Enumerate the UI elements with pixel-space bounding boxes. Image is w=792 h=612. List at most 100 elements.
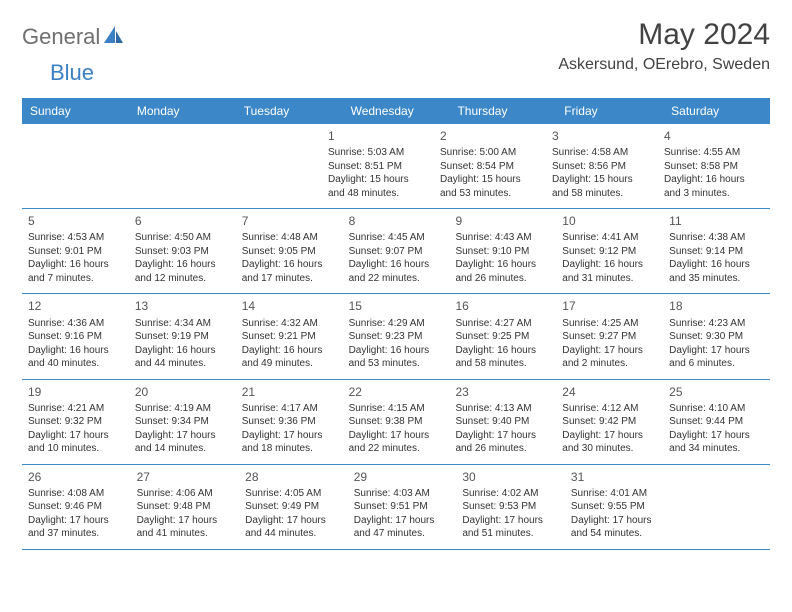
day-detail-line: Daylight: 17 hours [571,514,668,528]
day-number: 6 [135,213,230,229]
day-cell: 28Sunrise: 4:05 AMSunset: 9:49 PMDayligh… [239,465,348,549]
day-cell: 5Sunrise: 4:53 AMSunset: 9:01 PMDaylight… [22,209,129,293]
day-detail-line: and 44 minutes. [245,527,342,541]
week-row: 5Sunrise: 4:53 AMSunset: 9:01 PMDaylight… [22,209,770,294]
day-detail-line: Daylight: 15 hours [552,173,652,187]
day-cell: 12Sunrise: 4:36 AMSunset: 9:16 PMDayligh… [22,294,129,378]
day-detail-line: Sunset: 9:55 PM [571,500,668,514]
location-text: Askersund, OErebro, Sweden [558,56,770,74]
day-detail-line: Daylight: 16 hours [242,344,337,358]
day-detail-line: and 54 minutes. [571,527,668,541]
day-number: 10 [562,213,657,229]
day-detail-line: Daylight: 16 hours [455,258,550,272]
day-number: 5 [28,213,123,229]
day-detail-line: Sunset: 8:56 PM [552,160,652,174]
day-detail-line: Sunset: 9:46 PM [28,500,125,514]
day-detail-line: Sunset: 9:10 PM [455,245,550,259]
day-number: 25 [669,384,764,400]
day-detail-line: Daylight: 16 hours [28,258,123,272]
day-detail-line: and 47 minutes. [354,527,451,541]
day-detail-line: and 40 minutes. [28,357,123,371]
day-number: 26 [28,469,125,485]
day-detail-line: and 18 minutes. [242,442,337,456]
day-cell: 2Sunrise: 5:00 AMSunset: 8:54 PMDaylight… [434,124,546,208]
day-number: 8 [349,213,444,229]
day-number: 4 [664,128,764,144]
day-detail-line: Sunrise: 4:34 AM [135,317,230,331]
day-detail-line: and 22 minutes. [349,442,444,456]
day-detail-line: Daylight: 15 hours [328,173,428,187]
day-cell: 30Sunrise: 4:02 AMSunset: 9:53 PMDayligh… [456,465,565,549]
day-cell: 4Sunrise: 4:55 AMSunset: 8:58 PMDaylight… [658,124,770,208]
empty-cell [122,124,222,208]
day-detail-line: Sunset: 9:27 PM [562,330,657,344]
day-number: 22 [349,384,444,400]
day-detail-line: Sunrise: 4:38 AM [669,231,764,245]
day-cell: 15Sunrise: 4:29 AMSunset: 9:23 PMDayligh… [343,294,450,378]
empty-cell [222,124,322,208]
day-detail-line: and 12 minutes. [135,272,230,286]
day-number: 16 [455,298,550,314]
day-number: 23 [455,384,550,400]
day-cell: 21Sunrise: 4:17 AMSunset: 9:36 PMDayligh… [236,380,343,464]
day-detail-line: Daylight: 17 hours [135,429,230,443]
day-detail-line: Sunrise: 4:25 AM [562,317,657,331]
day-number: 2 [440,128,540,144]
day-detail-line: and 48 minutes. [328,187,428,201]
day-detail-line: Daylight: 16 hours [349,258,444,272]
day-detail-line: Daylight: 16 hours [349,344,444,358]
day-detail-line: Daylight: 17 hours [28,429,123,443]
day-detail-line: Daylight: 17 hours [349,429,444,443]
day-detail-line: and 30 minutes. [562,442,657,456]
day-cell: 23Sunrise: 4:13 AMSunset: 9:40 PMDayligh… [449,380,556,464]
day-detail-line: and 26 minutes. [455,272,550,286]
day-detail-line: Daylight: 17 hours [455,429,550,443]
day-number: 31 [571,469,668,485]
day-detail-line: Sunset: 9:12 PM [562,245,657,259]
day-detail-line: Sunset: 9:21 PM [242,330,337,344]
day-header: Monday [129,98,236,124]
day-detail-line: Sunrise: 4:48 AM [242,231,337,245]
day-number: 17 [562,298,657,314]
day-detail-line: and 58 minutes. [455,357,550,371]
day-detail-line: Sunrise: 4:08 AM [28,487,125,501]
day-detail-line: Daylight: 17 hours [669,429,764,443]
day-detail-line: Sunrise: 4:21 AM [28,402,123,416]
day-detail-line: Daylight: 16 hours [664,173,764,187]
day-detail-line: Sunset: 9:34 PM [135,415,230,429]
day-cell: 14Sunrise: 4:32 AMSunset: 9:21 PMDayligh… [236,294,343,378]
day-number: 27 [137,469,234,485]
day-detail-line: Sunset: 9:53 PM [462,500,559,514]
day-detail-line: Daylight: 16 hours [135,344,230,358]
day-number: 28 [245,469,342,485]
day-detail-line: Daylight: 16 hours [28,344,123,358]
day-detail-line: Sunset: 9:32 PM [28,415,123,429]
day-detail-line: Sunset: 9:03 PM [135,245,230,259]
day-detail-line: Sunset: 9:01 PM [28,245,123,259]
logo: General [22,18,126,50]
day-detail-line: Daylight: 16 hours [669,258,764,272]
week-row: 12Sunrise: 4:36 AMSunset: 9:16 PMDayligh… [22,294,770,379]
day-cell: 25Sunrise: 4:10 AMSunset: 9:44 PMDayligh… [663,380,770,464]
month-title: May 2024 [558,18,770,52]
day-detail-line: Sunset: 9:19 PM [135,330,230,344]
day-detail-line: Sunrise: 4:19 AM [135,402,230,416]
day-detail-line: Sunset: 8:51 PM [328,160,428,174]
day-cell: 29Sunrise: 4:03 AMSunset: 9:51 PMDayligh… [348,465,457,549]
day-header: Thursday [449,98,556,124]
logo-text-blue: Blue [50,60,94,86]
day-detail-line: Daylight: 15 hours [440,173,540,187]
day-detail-line: Sunrise: 4:03 AM [354,487,451,501]
day-detail-line: Daylight: 17 hours [562,429,657,443]
day-number: 30 [462,469,559,485]
day-detail-line: Sunrise: 4:50 AM [135,231,230,245]
day-detail-line: and 6 minutes. [669,357,764,371]
day-detail-line: and 53 minutes. [440,187,540,201]
day-cell: 20Sunrise: 4:19 AMSunset: 9:34 PMDayligh… [129,380,236,464]
day-cell: 10Sunrise: 4:41 AMSunset: 9:12 PMDayligh… [556,209,663,293]
day-detail-line: and 7 minutes. [28,272,123,286]
day-cell: 17Sunrise: 4:25 AMSunset: 9:27 PMDayligh… [556,294,663,378]
calendar-page: General May 2024 Askersund, OErebro, Swe… [0,0,792,568]
day-cell: 3Sunrise: 4:58 AMSunset: 8:56 PMDaylight… [546,124,658,208]
day-number: 11 [669,213,764,229]
